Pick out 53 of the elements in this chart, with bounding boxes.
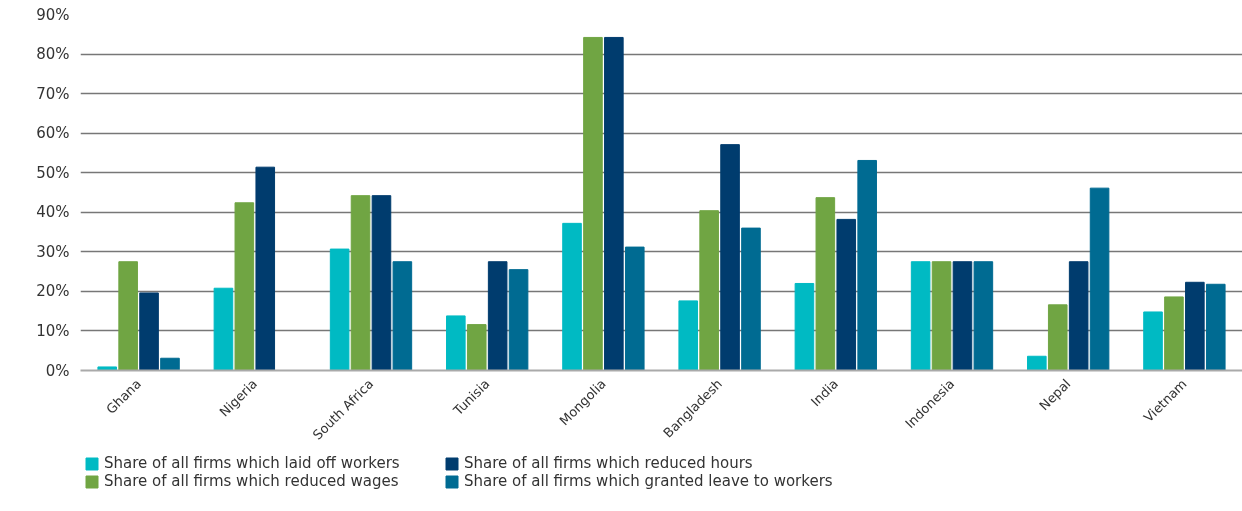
- bar: [1027, 355, 1047, 371]
- bar: [952, 261, 973, 371]
- bar: [371, 195, 392, 371]
- bar: [973, 261, 994, 371]
- bar: [857, 159, 877, 371]
- bar: [583, 36, 603, 371]
- bar: [1089, 187, 1110, 371]
- bar: [794, 282, 815, 371]
- bar: [466, 324, 487, 371]
- y-tick-label: 90%: [36, 5, 70, 24]
- bar: [1143, 311, 1163, 371]
- bar: [508, 269, 529, 371]
- bar: [815, 197, 836, 371]
- bar: [446, 315, 466, 371]
- bar: [213, 287, 234, 371]
- bar: [604, 36, 624, 371]
- bar: [160, 357, 180, 371]
- y-tick-label: 70%: [36, 84, 70, 103]
- bar: [1185, 281, 1205, 371]
- bar: [487, 261, 508, 371]
- bar: [255, 166, 276, 371]
- y-tick-label: 30%: [36, 242, 70, 261]
- bar: [624, 246, 645, 371]
- bar: [1164, 296, 1184, 371]
- bar: [118, 261, 138, 371]
- bar: [234, 202, 255, 371]
- y-tick-label: 20%: [36, 282, 70, 301]
- bar: [678, 300, 699, 371]
- bar: [741, 227, 761, 371]
- bar: [931, 261, 952, 371]
- bar: [392, 261, 413, 371]
- bar: [910, 261, 931, 371]
- bar: [1047, 304, 1068, 371]
- legend-label: Share of all firms which granted leave to workers: [464, 472, 833, 490]
- bar: [139, 292, 159, 371]
- legend-label: Share of all firms which reduced wages: [104, 472, 400, 490]
- bar: [699, 210, 719, 371]
- bar: [1205, 283, 1226, 371]
- bar: [562, 222, 582, 371]
- y-tick-label: 40%: [36, 203, 70, 222]
- bar: [97, 366, 118, 371]
- bar: [329, 248, 350, 371]
- bar: [836, 218, 857, 371]
- bar: [350, 195, 371, 371]
- bar: [1068, 261, 1089, 371]
- y-tick-label: 80%: [36, 45, 70, 64]
- y-tick-label: 10%: [36, 321, 70, 340]
- bar: [720, 144, 740, 371]
- y-tick-label: 0%: [45, 361, 70, 380]
- y-tick-label: 50%: [36, 163, 70, 182]
- legend-label: Share of all firms which reduced hours: [464, 454, 754, 472]
- legend-label: Share of all firms which laid off workers: [104, 454, 401, 472]
- y-tick-label: 60%: [36, 124, 70, 143]
